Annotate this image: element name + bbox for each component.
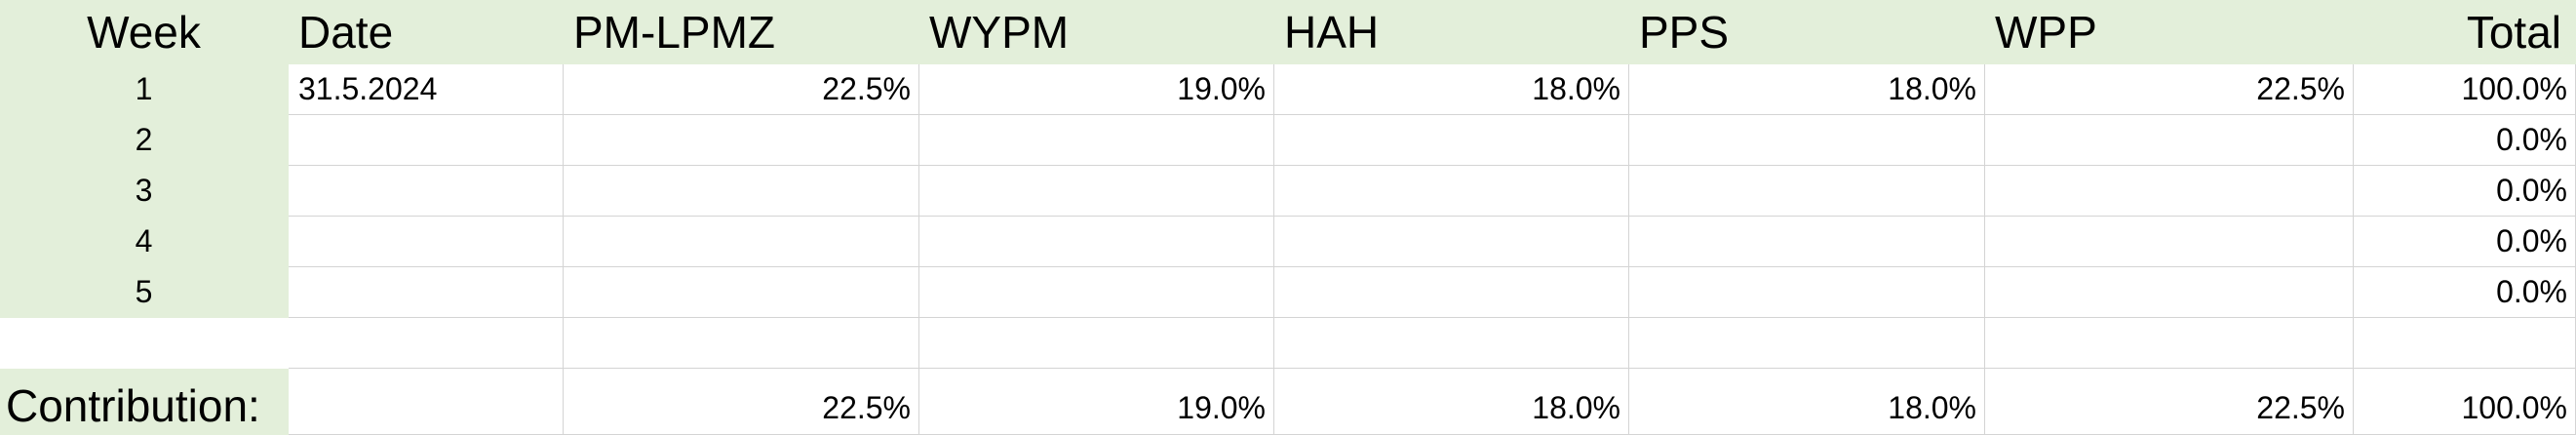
contribution-label[interactable]: Contribution: [0, 369, 289, 435]
pps-cell[interactable] [1629, 115, 1985, 166]
table-row: 1 31.5.2024 22.5% 19.0% 18.0% 18.0% 22.5… [0, 64, 2576, 115]
contribution-wypm[interactable]: 19.0% [919, 369, 1274, 435]
wpp-cell[interactable] [1985, 217, 2354, 267]
contribution-pps[interactable]: 18.0% [1629, 369, 1985, 435]
total-cell[interactable]: 100.0% [2354, 64, 2576, 115]
header-wpp[interactable]: WPP [1995, 6, 2097, 58]
wypm-cell[interactable] [919, 115, 1274, 166]
pm-lpmz-cell[interactable] [564, 166, 919, 217]
week-cell[interactable]: 3 [0, 166, 289, 217]
pm-lpmz-cell[interactable] [564, 217, 919, 267]
blank-cell[interactable] [564, 318, 919, 369]
header-week[interactable]: Week [87, 6, 201, 58]
blank-cell[interactable] [919, 318, 1274, 369]
wpp-cell[interactable] [1985, 267, 2354, 318]
table-row: 2 0.0% [0, 115, 2576, 166]
header-total[interactable]: Total [2466, 6, 2561, 58]
date-cell[interactable] [289, 217, 564, 267]
contribution-wpp[interactable]: 22.5% [1985, 369, 2354, 435]
hah-cell[interactable] [1274, 166, 1629, 217]
total-cell[interactable]: 0.0% [2354, 166, 2576, 217]
wypm-cell[interactable] [919, 267, 1274, 318]
pps-cell[interactable] [1629, 217, 1985, 267]
contribution-row: Contribution: 22.5% 19.0% 18.0% 18.0% 22… [0, 369, 2576, 435]
blank-row [0, 318, 2576, 369]
blank-cell[interactable] [289, 318, 564, 369]
blank-cell[interactable] [1274, 318, 1629, 369]
week-cell[interactable]: 4 [0, 217, 289, 267]
wypm-cell[interactable] [919, 217, 1274, 267]
wypm-cell[interactable]: 19.0% [919, 64, 1274, 115]
total-cell[interactable]: 0.0% [2354, 217, 2576, 267]
contribution-total[interactable]: 100.0% [2354, 369, 2576, 435]
blank-cell[interactable] [0, 318, 289, 369]
wypm-cell[interactable] [919, 166, 1274, 217]
header-wypm[interactable]: WYPM [929, 6, 1070, 58]
pps-cell[interactable] [1629, 166, 1985, 217]
date-cell[interactable]: 31.5.2024 [289, 64, 564, 115]
wpp-cell[interactable] [1985, 115, 2354, 166]
pm-lpmz-cell[interactable] [564, 115, 919, 166]
header-pps[interactable]: PPS [1639, 6, 1730, 58]
header-hah[interactable]: HAH [1284, 6, 1380, 58]
table-row: 3 0.0% [0, 166, 2576, 217]
contribution-hah[interactable]: 18.0% [1274, 369, 1629, 435]
week-cell[interactable]: 5 [0, 267, 289, 318]
table-row: 4 0.0% [0, 217, 2576, 267]
date-cell[interactable] [289, 115, 564, 166]
blank-cell[interactable] [1629, 318, 1985, 369]
wpp-cell[interactable]: 22.5% [1985, 64, 2354, 115]
hah-cell[interactable] [1274, 115, 1629, 166]
header-date[interactable]: Date [298, 6, 394, 58]
pm-lpmz-cell[interactable] [564, 267, 919, 318]
date-cell[interactable] [289, 267, 564, 318]
pps-cell[interactable]: 18.0% [1629, 64, 1985, 115]
contribution-pm-lpmz[interactable]: 22.5% [564, 369, 919, 435]
blank-cell[interactable] [2354, 318, 2576, 369]
pm-lpmz-cell[interactable]: 22.5% [564, 64, 919, 115]
table-row: 5 0.0% [0, 267, 2576, 318]
total-cell[interactable]: 0.0% [2354, 115, 2576, 166]
week-cell[interactable]: 2 [0, 115, 289, 166]
header-row: Week Date PM-LPMZ WYPM HAH PPS WPP Total [0, 0, 2576, 64]
wpp-cell[interactable] [1985, 166, 2354, 217]
pps-cell[interactable] [1629, 267, 1985, 318]
header-pm-lpmz[interactable]: PM-LPMZ [573, 6, 775, 58]
total-cell[interactable]: 0.0% [2354, 267, 2576, 318]
week-cell[interactable]: 1 [0, 64, 289, 115]
contribution-date-cell[interactable] [289, 369, 564, 435]
hah-cell[interactable]: 18.0% [1274, 64, 1629, 115]
hah-cell[interactable] [1274, 217, 1629, 267]
hah-cell[interactable] [1274, 267, 1629, 318]
blank-cell[interactable] [1985, 318, 2354, 369]
date-cell[interactable] [289, 166, 564, 217]
